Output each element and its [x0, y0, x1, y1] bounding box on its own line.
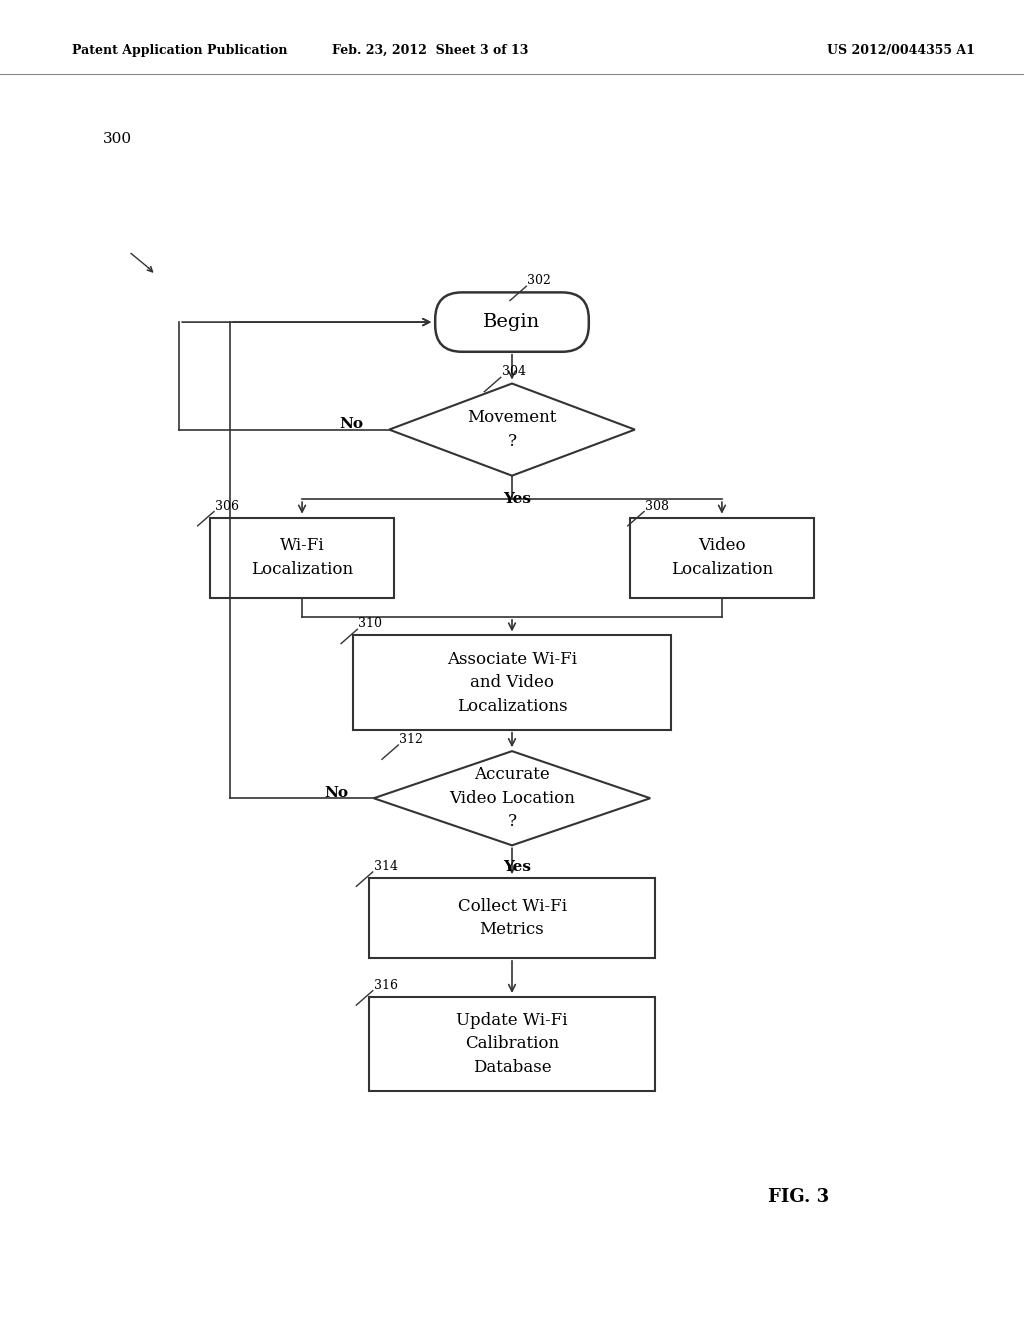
Bar — [630, 517, 814, 598]
Text: US 2012/0044355 A1: US 2012/0044355 A1 — [827, 44, 975, 57]
Text: Yes: Yes — [503, 859, 531, 874]
Text: Video
Localization: Video Localization — [671, 537, 773, 578]
Text: 312: 312 — [399, 733, 423, 746]
Text: 316: 316 — [374, 978, 397, 991]
Text: Associate Wi-Fi
and Video
Localizations: Associate Wi-Fi and Video Localizations — [447, 651, 577, 714]
Text: FIG. 3: FIG. 3 — [768, 1188, 829, 1206]
Text: Patent Application Publication: Patent Application Publication — [72, 44, 287, 57]
Text: Feb. 23, 2012  Sheet 3 of 13: Feb. 23, 2012 Sheet 3 of 13 — [332, 44, 528, 57]
Bar — [210, 517, 394, 598]
Text: 308: 308 — [645, 499, 669, 512]
Text: 300: 300 — [103, 132, 132, 145]
Text: Movement
?: Movement ? — [467, 409, 557, 450]
Text: 302: 302 — [527, 275, 551, 288]
Text: Wi-Fi
Localization: Wi-Fi Localization — [251, 537, 353, 578]
Text: Yes: Yes — [503, 492, 531, 506]
Bar — [369, 878, 655, 958]
Text: 304: 304 — [502, 366, 525, 379]
FancyBboxPatch shape — [435, 293, 589, 351]
Text: 306: 306 — [215, 499, 239, 512]
Bar — [353, 635, 671, 730]
Polygon shape — [389, 384, 635, 475]
Polygon shape — [374, 751, 650, 845]
Text: 314: 314 — [374, 861, 397, 873]
Text: Update Wi-Fi
Calibration
Database: Update Wi-Fi Calibration Database — [457, 1012, 567, 1076]
Bar — [369, 997, 655, 1092]
Text: No: No — [340, 417, 364, 432]
Text: 310: 310 — [358, 618, 382, 631]
Text: Collect Wi-Fi
Metrics: Collect Wi-Fi Metrics — [458, 898, 566, 939]
Text: Begin: Begin — [483, 313, 541, 331]
Text: Accurate
Video Location
?: Accurate Video Location ? — [450, 766, 574, 830]
Text: No: No — [325, 787, 348, 800]
